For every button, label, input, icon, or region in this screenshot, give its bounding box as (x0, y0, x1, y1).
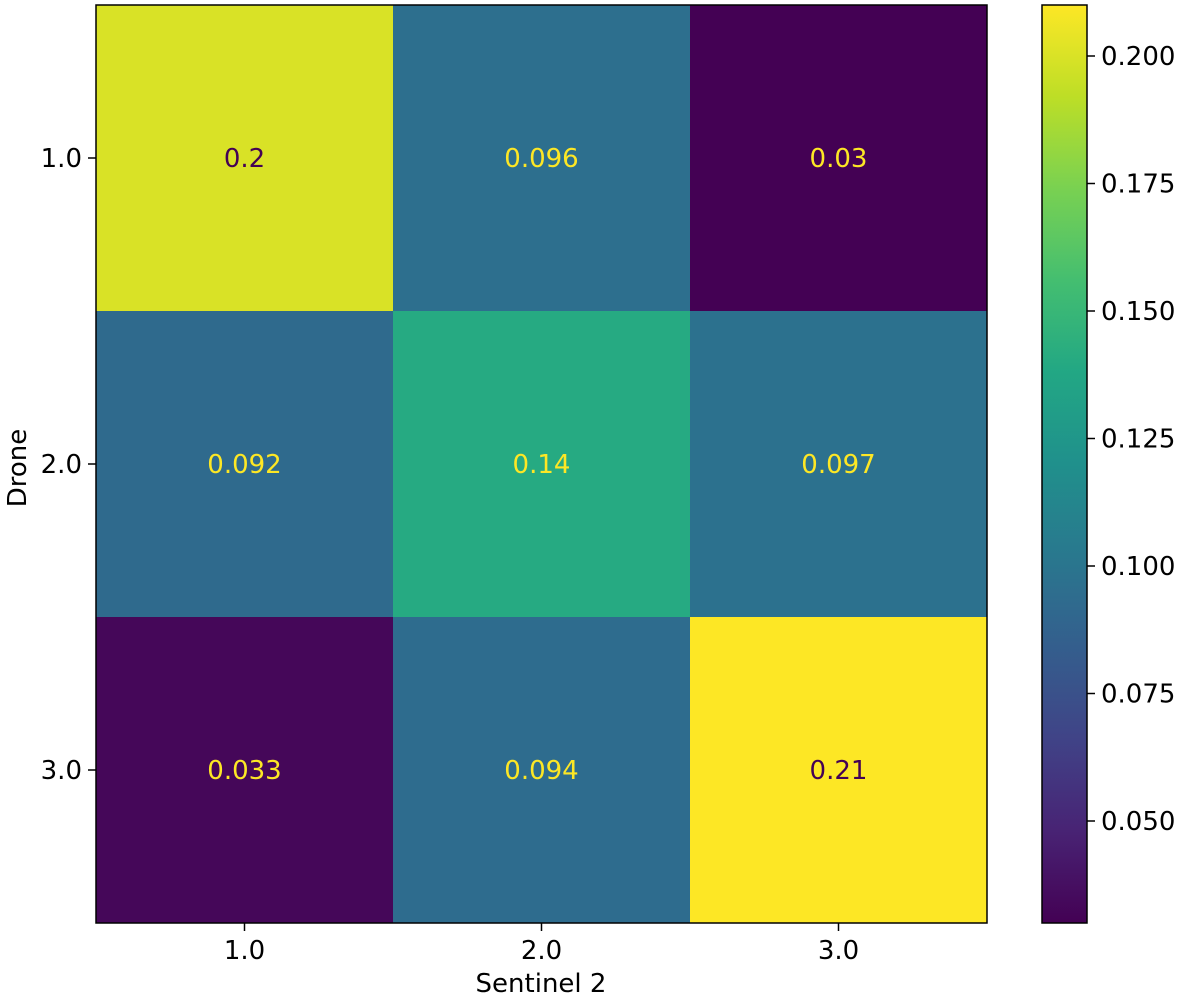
colorbar-tick-label: 0.100 (1101, 552, 1175, 582)
heatmap-cell (96, 5, 394, 312)
cell-value-label: 0.096 (504, 144, 578, 174)
cell-value-label: 0.033 (207, 756, 281, 786)
heatmap-cell (96, 311, 394, 618)
y-tick-label: 2.0 (41, 450, 82, 480)
colorbar-tick-label: 0.175 (1101, 170, 1175, 200)
heatmap-cell (96, 617, 394, 924)
heatmap-cells: 0.2 0.096 0.03 0.092 0.14 0.097 0.033 0.094 0.21 (96, 5, 988, 924)
cell-value-label: 0.092 (207, 450, 281, 480)
x-tick-label: 1.0 (224, 936, 265, 966)
heatmap-cell (393, 311, 691, 618)
colorbar-tick-label: 0.150 (1101, 297, 1175, 327)
colorbar-tick-label: 0.125 (1101, 425, 1175, 455)
cell-value-label: 0.14 (513, 450, 571, 480)
cell-value-label: 0.094 (504, 756, 578, 786)
cell-value-label: 0.21 (810, 756, 868, 786)
x-tick-label: 2.0 (521, 936, 562, 966)
cell-value-label: 0.03 (810, 144, 868, 174)
colorbar-ticks: 0.050 0.075 0.100 0.125 0.150 0.175 0.200 (1087, 42, 1175, 837)
heatmap-cell (690, 5, 988, 312)
heatmap-cell (690, 311, 988, 618)
y-tick-label: 3.0 (41, 756, 82, 786)
heatmap-cell (393, 617, 691, 924)
heatmap-cell (690, 617, 988, 924)
y-tick-label: 1.0 (41, 144, 82, 174)
colorbar (1041, 4, 1088, 924)
colorbar-tick-label: 0.050 (1101, 807, 1175, 837)
heatmap-cell (393, 5, 691, 312)
cell-value-label: 0.2 (224, 144, 265, 174)
cell-value-label: 0.097 (801, 450, 875, 480)
colorbar-tick-label: 0.075 (1101, 680, 1175, 710)
colorbar-tick-label: 0.200 (1101, 42, 1175, 72)
y-axis-label: Drone (3, 429, 33, 508)
x-axis-label: Sentinel 2 (476, 969, 607, 999)
x-axis-ticks: 1.0 2.0 3.0 (224, 923, 859, 966)
x-tick-label: 3.0 (818, 936, 859, 966)
y-axis-ticks: 1.0 2.0 3.0 (41, 144, 96, 786)
